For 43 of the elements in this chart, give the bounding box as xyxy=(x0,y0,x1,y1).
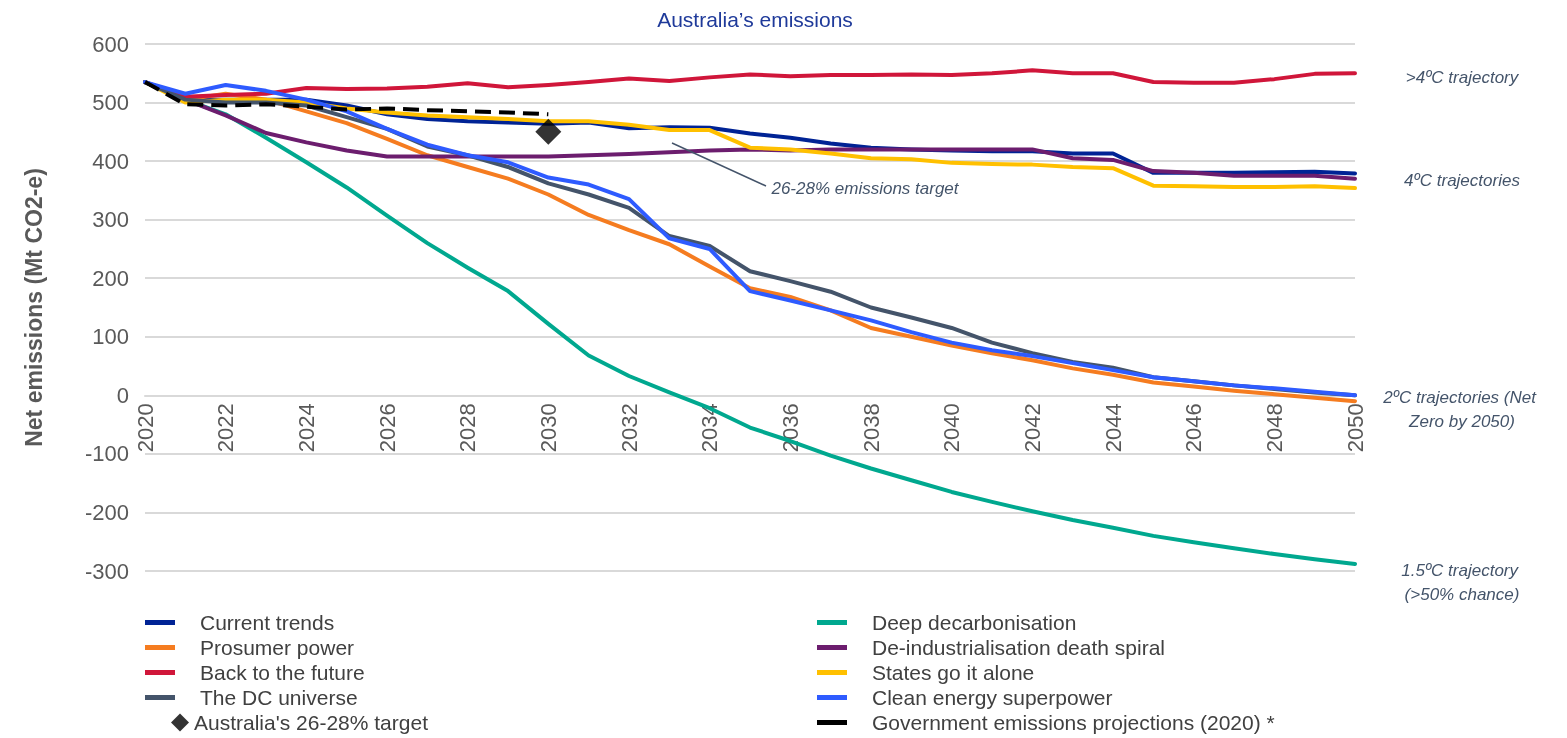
y-tick-label: -300 xyxy=(84,558,129,584)
text: 4ºC trajectories xyxy=(1404,170,1521,190)
x-tick-label: 2022 xyxy=(213,403,239,453)
text: 1.5ºC trajectory (>50% chance) xyxy=(1401,560,1523,604)
x-tick-label: 2040 xyxy=(939,403,965,453)
legend-label: Australia's 26-28% target xyxy=(194,711,429,734)
legend-label: Current trends xyxy=(200,611,335,634)
y-tick-label: 0 xyxy=(116,382,129,408)
y-axis-title: Net emissions (Mt CO2-e) xyxy=(20,168,47,447)
legend-label: Clean energy superpower xyxy=(872,686,1113,709)
x-tick-label: 2028 xyxy=(455,403,481,453)
x-tick-label: 2042 xyxy=(1019,403,1045,453)
y-tick-label: -200 xyxy=(84,499,129,525)
x-tick-label: 2036 xyxy=(777,403,803,453)
annotation: 26-28% emissions target xyxy=(770,179,960,198)
y-tick-label: 400 xyxy=(92,148,129,174)
x-tick-label: 2026 xyxy=(374,403,400,453)
y-tick-label: 100 xyxy=(92,324,129,350)
legend-label: States go it alone xyxy=(872,661,1035,684)
line-series xyxy=(143,80,551,117)
x-tick-label: 2024 xyxy=(293,403,319,453)
y-tick-label: 200 xyxy=(92,265,129,291)
legend-label: The DC universe xyxy=(200,686,358,709)
y-tick-label: 500 xyxy=(92,90,129,116)
x-tick-label: 2044 xyxy=(1100,403,1126,453)
legend-label: Deep decarbonisation xyxy=(872,611,1077,634)
x-tick-label: 2046 xyxy=(1181,403,1207,453)
x-tick-label: 2050 xyxy=(1342,403,1368,453)
legend-label: Back to the future xyxy=(200,661,365,684)
x-tick-label: 2030 xyxy=(535,403,561,453)
x-tick-label: 2038 xyxy=(858,403,884,453)
y-tick-label: 300 xyxy=(92,207,129,233)
legend-label: Prosumer power xyxy=(200,636,355,659)
text: >4ºC trajectory xyxy=(1405,67,1520,87)
x-tick-label: 2020 xyxy=(132,403,158,453)
legend-label: Government emissions projections (2020) * xyxy=(872,711,1275,734)
x-tick-label: 2032 xyxy=(616,403,642,453)
text: 2ºC trajectories (Net Zero by 2050) xyxy=(1382,387,1541,431)
y-tick-label: -100 xyxy=(84,441,129,467)
y-tick-label: 600 xyxy=(92,31,129,57)
x-tick-label: 2048 xyxy=(1261,403,1287,453)
legend-label: De-industrialisation death spiral xyxy=(872,636,1165,659)
chart-title: Australia’s emissions xyxy=(657,8,853,31)
